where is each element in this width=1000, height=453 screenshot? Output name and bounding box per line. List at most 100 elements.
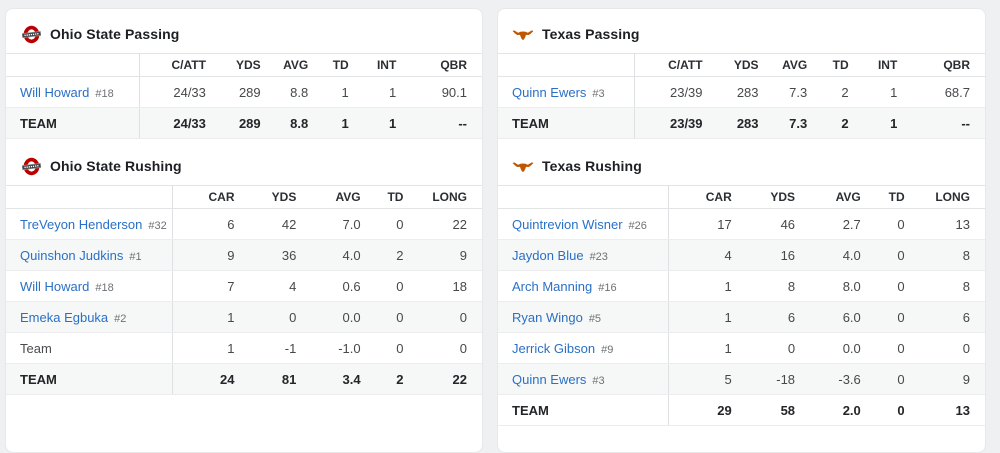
jersey-number: #18 [95, 87, 114, 100]
stat-cell: -- [897, 107, 985, 139]
jersey-number: #5 [588, 312, 602, 325]
player-link[interactable]: Will Howard [20, 84, 90, 100]
stat-cell: 3.4 [296, 363, 361, 395]
total-label: TEAM [498, 107, 635, 139]
player-link[interactable]: Arch Manning [512, 278, 593, 294]
stat-cell: 13 [904, 394, 985, 426]
player-link[interactable]: Jaydon Blue [512, 247, 584, 263]
jersey-number: #9 [601, 343, 614, 356]
column-header: QBR [897, 53, 985, 77]
player-cell: Emeka Egbuka #2 [6, 301, 174, 333]
stat-cell: 0.6 [296, 270, 361, 302]
ohio-state-passing-header: Ohio State Passing [6, 9, 482, 53]
stat-cell: 0 [860, 208, 905, 240]
stat-cell: 23/39 [634, 76, 703, 108]
stat-cell: 24/33 [139, 76, 206, 108]
player-link[interactable]: Quinn Ewers [512, 84, 587, 100]
column-header: LONG [403, 185, 482, 209]
stat-cell: 7.0 [296, 208, 361, 240]
player-column-header [498, 53, 635, 77]
jersey-number: #2 [114, 312, 127, 325]
stat-cell: 22 [403, 363, 482, 395]
stat-cell: 6 [731, 301, 796, 333]
stat-cell: 1 [348, 76, 397, 108]
stat-cell: 0 [860, 270, 905, 302]
column-header: QBR [396, 53, 482, 77]
column-header: YDS [234, 185, 297, 209]
stat-cell: 0 [360, 208, 404, 240]
jersey-number: #32 [148, 219, 167, 232]
column-header: AVG [296, 185, 361, 209]
stat-cell: 9 [403, 239, 482, 271]
stat-cell: 5 [668, 363, 732, 395]
team-total-row: TEAM 29 58 2.0 0 13 [498, 394, 985, 426]
player-cell: Jerrick Gibson #9 [498, 332, 669, 364]
stat-cell: 9 [172, 239, 235, 271]
column-header: AVG [260, 53, 309, 77]
column-header: CAR [172, 185, 235, 209]
stat-cell: 1 [308, 107, 349, 139]
texas-longhorn-logo-icon [512, 24, 534, 44]
stat-cell: -- [396, 107, 482, 139]
ohio-state-rushing-header: Ohio State Rushing [6, 139, 482, 185]
stat-cell: 0 [403, 301, 482, 333]
table-row: Arch Manning #16 1 8 8.0 0 8 [498, 270, 985, 302]
stat-cell: 8 [904, 270, 985, 302]
stat-cell: 1 [172, 301, 235, 333]
column-header: TD [360, 185, 404, 209]
stat-cell: 2.7 [795, 208, 861, 240]
table-header-row: C/ATT YDS AVG TD INT QBR [498, 53, 985, 77]
stat-cell: 1 [348, 107, 397, 139]
column-header: TD [860, 185, 905, 209]
stat-cell: 0.0 [795, 332, 861, 364]
stat-cell: 0 [403, 332, 482, 364]
column-header: TD [308, 53, 349, 77]
table-row: Jaydon Blue #23 4 16 4.0 0 8 [498, 239, 985, 271]
player-cell: Jaydon Blue #23 [498, 239, 669, 271]
texas-rushing-table: CAR YDS AVG TD LONG Quintrevion Wisner #2… [498, 185, 985, 426]
stat-cell: 8.0 [795, 270, 861, 302]
stat-cell: 8.8 [260, 76, 309, 108]
player-link[interactable]: TreVeyon Henderson [20, 216, 143, 232]
column-header: AVG [795, 185, 861, 209]
section-title: Texas Rushing [542, 158, 642, 174]
stat-cell: 22 [403, 208, 482, 240]
stat-cell: 1 [308, 76, 349, 108]
player-cell: Will Howard #18 [6, 76, 140, 108]
stat-cell: 7.3 [758, 107, 808, 139]
player-cell: Team [6, 332, 174, 364]
player-link[interactable]: Quintrevion Wisner [512, 216, 623, 232]
jersey-number: #3 [592, 374, 605, 387]
stat-cell: 8 [731, 270, 796, 302]
stat-cell: 283 [702, 107, 759, 139]
total-label: TEAM [6, 107, 140, 139]
stat-cell: 6 [904, 301, 985, 333]
player-link[interactable]: Emeka Egbuka [20, 309, 109, 325]
jersey-number: #16 [598, 281, 617, 294]
player-link[interactable]: Quinn Ewers [512, 371, 587, 387]
stat-cell: 90.1 [396, 76, 482, 108]
player-link[interactable]: Will Howard [20, 278, 90, 294]
stat-cell: 1 [848, 107, 898, 139]
player-column-header [6, 53, 140, 77]
stat-cell: 1 [668, 270, 732, 302]
stat-cell: 81 [234, 363, 297, 395]
team-total-row: TEAM 24/33 289 8.8 1 1 -- [6, 107, 482, 139]
stat-cell: 46 [731, 208, 796, 240]
player-link[interactable]: Jerrick Gibson [512, 340, 596, 356]
player-column-header [498, 185, 669, 209]
stat-cell: 8 [904, 239, 985, 271]
jersey-number: #3 [592, 87, 605, 100]
total-label: TEAM [6, 363, 174, 395]
player-cell: Ryan Wingo #5 [498, 301, 669, 333]
player-link[interactable]: Ryan Wingo [512, 309, 583, 325]
stat-cell: 4 [234, 270, 297, 302]
stat-cell: 2 [807, 76, 849, 108]
player-cell: Quinn Ewers #3 [498, 363, 669, 395]
stat-cell: 0 [360, 270, 404, 302]
total-label: TEAM [498, 394, 669, 426]
player-cell: Quintrevion Wisner #26 [498, 208, 669, 240]
texas-passing-table: C/ATT YDS AVG TD INT QBR Quinn Ewers #3 2… [498, 53, 985, 139]
player-link[interactable]: Quinshon Judkins [20, 247, 124, 263]
stat-cell: 4 [668, 239, 732, 271]
